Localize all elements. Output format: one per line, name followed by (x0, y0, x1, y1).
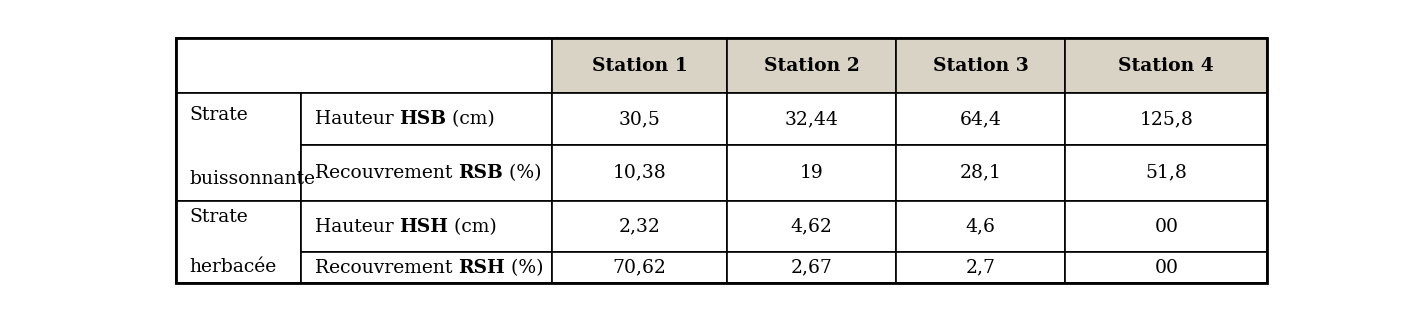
Text: RSH: RSH (458, 259, 504, 277)
Bar (1066, 145, 1267, 201)
Text: buissonnante: buissonnante (189, 170, 315, 188)
Bar (176, 201, 301, 283)
Text: HSB: HSB (400, 110, 446, 128)
Text: 32,44: 32,44 (784, 110, 839, 128)
Bar (897, 93, 1066, 145)
Text: 19: 19 (800, 164, 824, 182)
Text: (%): (%) (503, 164, 541, 182)
Text: HSH: HSH (400, 218, 448, 236)
Text: Hauteur: Hauteur (314, 110, 400, 128)
Bar (552, 38, 727, 93)
Text: Recouvrement: Recouvrement (314, 164, 458, 182)
Text: Strate: Strate (189, 208, 248, 225)
Text: 51,8: 51,8 (1145, 164, 1187, 182)
Bar (727, 93, 897, 145)
Text: 125,8: 125,8 (1139, 110, 1193, 128)
Text: 64,4: 64,4 (960, 110, 1001, 128)
Bar (727, 38, 897, 93)
Bar (1066, 201, 1267, 252)
Text: 2,67: 2,67 (791, 259, 832, 277)
Text: RSB: RSB (458, 164, 503, 182)
Bar (552, 145, 727, 201)
Text: 70,62: 70,62 (612, 259, 667, 277)
Bar (727, 252, 897, 283)
Text: (cm): (cm) (448, 218, 497, 236)
Bar (897, 252, 1066, 283)
Bar (301, 252, 552, 283)
Text: 10,38: 10,38 (612, 164, 666, 182)
Bar (1066, 93, 1267, 145)
Bar (176, 93, 301, 201)
Bar (897, 145, 1066, 201)
Text: Station 3: Station 3 (934, 57, 1029, 75)
Text: Recouvrement: Recouvrement (314, 259, 458, 277)
Text: 2,32: 2,32 (620, 218, 660, 236)
Text: Strate: Strate (189, 106, 248, 124)
Text: Station 4: Station 4 (1118, 57, 1214, 75)
Text: 30,5: 30,5 (620, 110, 660, 128)
Text: Hauteur: Hauteur (314, 218, 400, 236)
Bar (552, 201, 727, 252)
Text: herbacée: herbacée (189, 259, 276, 276)
Text: Station 1: Station 1 (591, 57, 687, 75)
Bar (727, 201, 897, 252)
Bar (1066, 38, 1267, 93)
Text: 2,7: 2,7 (966, 259, 995, 277)
Bar (301, 145, 552, 201)
Text: Station 2: Station 2 (763, 57, 859, 75)
Text: 00: 00 (1155, 218, 1178, 236)
Text: 28,1: 28,1 (960, 164, 1001, 182)
Bar (176, 38, 552, 93)
Text: 4,62: 4,62 (791, 218, 832, 236)
Bar (301, 93, 552, 145)
Bar (1066, 252, 1267, 283)
Bar (727, 145, 897, 201)
Text: (cm): (cm) (446, 110, 496, 128)
Text: (%): (%) (504, 259, 543, 277)
Text: 00: 00 (1155, 259, 1178, 277)
Text: 4,6: 4,6 (966, 218, 995, 236)
Bar (552, 93, 727, 145)
Bar (301, 201, 552, 252)
Bar (897, 38, 1066, 93)
Bar (552, 252, 727, 283)
Bar (897, 201, 1066, 252)
